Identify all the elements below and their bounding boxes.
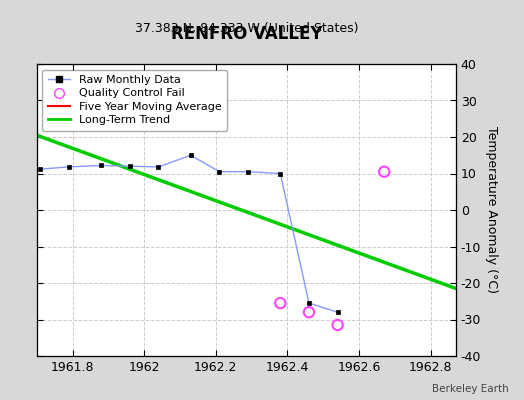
Point [380, 168, 388, 175]
Title: RENFRO VALLEY: RENFRO VALLEY [170, 25, 322, 43]
Text: 37.383 N, 84.333 W (United States): 37.383 N, 84.333 W (United States) [135, 22, 358, 35]
Point [305, 309, 313, 315]
Point [276, 300, 285, 306]
Legend: Raw Monthly Data, Quality Control Fail, Five Year Moving Average, Long-Term Tren: Raw Monthly Data, Quality Control Fail, … [42, 70, 227, 131]
Y-axis label: Temperature Anomaly (°C): Temperature Anomaly (°C) [485, 126, 498, 294]
Text: Berkeley Earth: Berkeley Earth [432, 384, 508, 394]
Point [333, 322, 342, 328]
